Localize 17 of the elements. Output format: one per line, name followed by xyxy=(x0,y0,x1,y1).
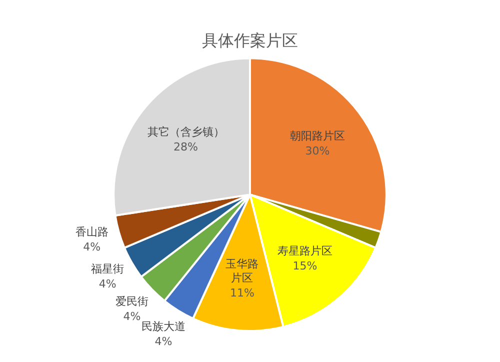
slice-label: 寿星路片区 xyxy=(278,244,333,258)
data-label: 28% xyxy=(174,140,198,154)
slice-label: 香山路 xyxy=(75,225,108,238)
data-label: 15% xyxy=(292,260,318,273)
data-label: 4% xyxy=(98,278,116,291)
slice-label: 民族大道 xyxy=(141,320,186,334)
slice-label: 玉华路片区 xyxy=(226,258,259,285)
data-label: 11% xyxy=(230,286,254,300)
data-label: 30% xyxy=(305,144,330,158)
slice-label: 爱民街 xyxy=(115,294,148,308)
slice-label: 其它（含乡镇） xyxy=(147,125,224,138)
data-label: 4% xyxy=(83,240,101,254)
data-label: 4% xyxy=(123,310,141,323)
slice-label: 朝阳路片区 xyxy=(290,129,345,142)
chart-title: 具体作案片区 xyxy=(202,30,298,50)
data-label: 4% xyxy=(154,335,172,348)
slice-label: 福星街 xyxy=(91,262,124,276)
